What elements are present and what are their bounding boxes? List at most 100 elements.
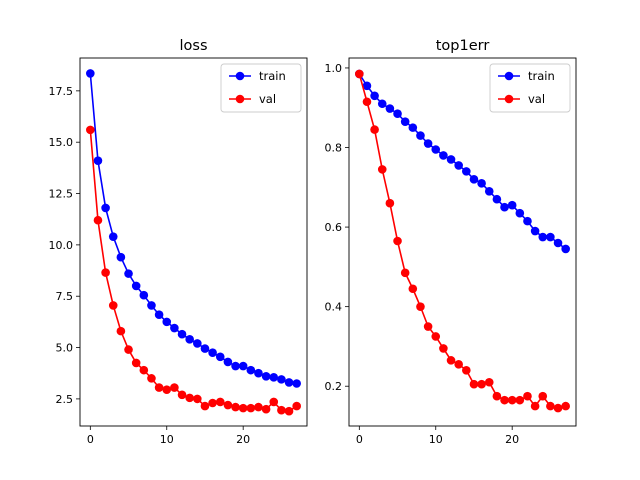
loss-ytick-label: 15.0 <box>49 136 74 149</box>
top1err-val-point <box>500 395 509 405</box>
top1err-val-point <box>515 395 525 405</box>
loss-legend-train-label: train <box>259 69 286 83</box>
top1err-xtick-label: 20 <box>505 433 519 446</box>
top1err-val-point <box>561 401 570 411</box>
loss-xtick-label: 10 <box>160 433 174 446</box>
loss-val-point <box>86 125 95 135</box>
top1err-legend-train-marker <box>504 71 514 81</box>
loss-xtick-label: 0 <box>87 433 94 446</box>
loss-train-point <box>200 344 210 353</box>
top1err-train-point <box>462 167 471 176</box>
loss-val-point <box>147 374 156 383</box>
top1err-val-point <box>454 360 463 369</box>
top1err-val-point <box>439 344 448 353</box>
top1err-xtick-label: 10 <box>429 433 443 446</box>
top1err-val-point <box>400 268 410 278</box>
top1err-val-point <box>530 401 540 411</box>
top1err-val-point <box>477 379 486 389</box>
top1err-val-point <box>423 322 433 331</box>
top1err-val-point <box>553 403 563 413</box>
loss-val-point <box>269 397 279 407</box>
loss-ytick-label: 12.5 <box>49 188 74 201</box>
loss-legend-train-marker <box>235 71 245 81</box>
top1err-val-point <box>431 332 441 341</box>
loss-train-point <box>93 156 103 165</box>
loss-train-point <box>193 339 202 348</box>
loss-val-point <box>238 403 248 413</box>
loss-train-point <box>147 301 156 310</box>
loss-train-point <box>261 372 271 381</box>
top1err-val-point <box>546 401 555 411</box>
loss-val-point <box>131 358 141 368</box>
loss-val-point <box>246 403 256 413</box>
top1err-ytick-label: 0.8 <box>325 142 343 155</box>
loss-train-point <box>86 69 95 78</box>
loss-train-point <box>277 375 286 384</box>
top1err-train-point <box>523 216 532 226</box>
loss-val-point <box>139 365 149 375</box>
loss-val-point <box>200 401 210 411</box>
loss-val-point <box>215 397 225 407</box>
top1err-train-point <box>385 104 395 113</box>
loss-val-point <box>162 385 172 394</box>
top1err-val-line <box>358 73 566 409</box>
loss-train-point <box>215 352 225 362</box>
loss-val-point <box>254 402 263 412</box>
loss-val-point <box>208 398 217 408</box>
top1err-train-point <box>477 179 486 188</box>
top1err-title: top1err <box>436 38 490 54</box>
loss-train-point <box>154 310 164 319</box>
top1err-train-point <box>431 145 441 154</box>
loss-val-point <box>116 326 126 336</box>
loss-train-point <box>177 329 187 339</box>
top1err-ytick-label: 0.2 <box>325 380 343 393</box>
loss-ytick-label: 2.5 <box>56 393 74 406</box>
loss-train-point <box>223 357 233 367</box>
top1err-train-point <box>500 202 509 212</box>
top1err-ytick-label: 0.4 <box>325 301 343 314</box>
top1err-ytick-label: 0.6 <box>325 221 343 234</box>
top1err-train-point <box>446 155 456 164</box>
loss-train-point <box>124 269 133 278</box>
loss-val-point <box>108 301 118 310</box>
loss-val-point <box>284 406 294 416</box>
top1err-train-point <box>423 139 433 148</box>
loss-train-point <box>185 335 194 344</box>
loss-xtick-label: 20 <box>236 433 250 446</box>
top1err-train-point <box>377 99 387 109</box>
loss-plot-area <box>80 58 307 426</box>
top1err-val-point <box>492 391 502 401</box>
top1err-train-point <box>492 194 502 204</box>
top1err-legend-val-label: val <box>528 92 545 106</box>
top1err-train-line <box>358 73 567 250</box>
top1err-val-point <box>370 125 379 134</box>
loss-train-point <box>208 348 217 357</box>
top1err-val-point <box>393 236 402 246</box>
top1err-train-point <box>561 244 570 254</box>
loss-val-point <box>277 405 286 415</box>
loss-val-point <box>193 394 202 404</box>
top1err-train-point <box>469 175 479 184</box>
top1err-train-point <box>439 151 448 160</box>
top1err-train-point <box>370 91 379 101</box>
loss-train-point <box>292 379 301 388</box>
loss-legend-val-marker <box>235 94 245 104</box>
top1err-train-point <box>416 131 425 140</box>
top1err-val-point <box>507 395 517 405</box>
loss-val-point <box>170 383 179 392</box>
loss-val-point <box>292 401 301 411</box>
top1err-legend-val-marker <box>504 94 514 104</box>
loss-train-point <box>101 203 110 213</box>
loss-ytick-label: 7.5 <box>56 290 74 303</box>
loss-train-point <box>284 378 294 387</box>
top1err-val-point <box>416 302 425 311</box>
top1err-val-point <box>538 391 548 401</box>
loss-train-point <box>162 317 172 327</box>
loss-train-point <box>246 365 256 375</box>
loss-train-point <box>231 361 240 371</box>
loss-val-point <box>101 268 110 277</box>
loss-val-point <box>223 400 233 410</box>
top1err-train-point <box>546 232 555 242</box>
loss-ytick-label: 10.0 <box>49 239 74 252</box>
